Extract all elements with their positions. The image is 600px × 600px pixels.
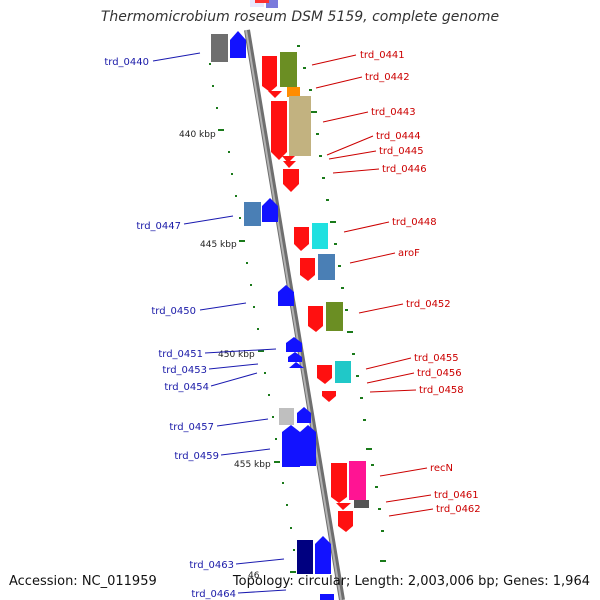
scale-label-445: 445 kbp xyxy=(200,240,237,250)
gene-trd-0452-block[interactable] xyxy=(326,302,343,331)
label-arof[interactable]: aroF xyxy=(398,248,420,259)
label-trd-0459[interactable]: trd_0459 xyxy=(174,451,219,462)
gene-trd-0446-arrow[interactable] xyxy=(283,169,299,192)
label-trd-0453[interactable]: trd_0453 xyxy=(162,365,207,376)
gene-trd-0461-block[interactable] xyxy=(354,500,369,508)
scale-label-440: 440 kbp xyxy=(179,130,216,140)
gene-trd-0440-arrow[interactable] xyxy=(230,31,246,58)
label-trd-0448[interactable]: trd_0448 xyxy=(392,217,437,228)
label-trd-0463[interactable]: trd_0463 xyxy=(189,560,234,571)
gene-trd-0443-block[interactable] xyxy=(289,96,311,156)
gene-trd-0441-block[interactable] xyxy=(280,52,297,87)
scale-ticks-left xyxy=(209,63,296,573)
topology-text: Topology: circular; Length: 2,003,006 bp… xyxy=(232,574,590,589)
gene-trd-0444-arrow[interactable] xyxy=(282,156,295,163)
gene-shapes-right xyxy=(262,52,369,532)
gene-trd-0450-arrow[interactable] xyxy=(278,285,294,306)
gene-trd-0445-arrow[interactable] xyxy=(283,161,296,168)
gene-trd-0456-block[interactable] xyxy=(335,361,351,383)
gene-trd-0457-block[interactable] xyxy=(279,408,294,425)
label-trd-0455[interactable]: trd_0455 xyxy=(414,353,459,364)
gene-trd-0452-arrow[interactable] xyxy=(308,306,323,332)
gene-trd-0463-block[interactable] xyxy=(297,540,313,574)
gene-trd-0443-arrow[interactable] xyxy=(271,101,287,160)
gene-trd-0459-right[interactable] xyxy=(300,425,316,466)
gene-trd-0440-block[interactable] xyxy=(211,34,228,62)
gene-trd-0463-arrow[interactable] xyxy=(315,536,331,574)
gene-trd-0455-arrow[interactable] xyxy=(317,365,332,384)
label-trd-0446[interactable]: trd_0446 xyxy=(382,164,427,175)
accession-text: Accession: NC_011959 xyxy=(9,574,157,589)
right-callout-lines xyxy=(311,54,434,517)
label-recn[interactable]: recN xyxy=(430,463,453,474)
gene-recn-block[interactable] xyxy=(349,461,366,500)
gene-trd-0448-arrow[interactable] xyxy=(294,227,309,251)
gene-trd-0464-block[interactable] xyxy=(320,594,334,600)
left-gene-labels: trd_0440 trd_0447 trd_0450 trd_0451 trd_… xyxy=(104,57,236,600)
scale-ticks-right xyxy=(297,45,386,562)
label-trd-0462[interactable]: trd_0462 xyxy=(436,504,481,515)
label-trd-0451[interactable]: trd_0451 xyxy=(158,349,203,360)
gene-trd-0453-arrow[interactable] xyxy=(288,352,302,362)
gene-trd-0457-arrow[interactable] xyxy=(297,407,311,423)
gene-trd-0451-arrow[interactable] xyxy=(286,337,302,352)
gene-trd-0447-block[interactable] xyxy=(244,202,261,226)
gene-trd-0448-block[interactable] xyxy=(312,223,328,249)
scale-label-460-partial: 46 xyxy=(248,571,260,581)
genome-title: Thermomicrobium roseum DSM 5159, complet… xyxy=(100,9,500,25)
gene-trd-0459-left[interactable] xyxy=(282,425,300,467)
label-trd-0457[interactable]: trd_0457 xyxy=(169,422,214,433)
gene-recn-arrow[interactable] xyxy=(331,463,347,503)
label-trd-0461[interactable]: trd_0461 xyxy=(434,490,479,501)
label-trd-0456[interactable]: trd_0456 xyxy=(417,368,462,379)
genome-backbone xyxy=(244,29,345,600)
gene-trd-0461-arrow[interactable] xyxy=(336,503,351,510)
gene-trd-0454-arrow[interactable] xyxy=(289,362,304,368)
label-trd-0445[interactable]: trd_0445 xyxy=(379,146,424,157)
gene-trd-0458-arrow[interactable] xyxy=(322,391,336,402)
label-trd-0444[interactable]: trd_0444 xyxy=(376,131,421,142)
label-trd-0447[interactable]: trd_0447 xyxy=(136,221,181,232)
label-trd-0440[interactable]: trd_0440 xyxy=(104,57,149,68)
gene-trd-0447-arrow[interactable] xyxy=(262,198,278,222)
label-trd-0441[interactable]: trd_0441 xyxy=(360,50,405,61)
label-trd-0464[interactable]: trd_0464 xyxy=(191,589,236,600)
right-gene-labels: trd_0441 trd_0442 trd_0443 trd_0444 trd_… xyxy=(360,50,481,515)
gene-arof-block[interactable] xyxy=(318,254,335,280)
gene-arof-arrow[interactable] xyxy=(300,258,315,281)
scale-label-455: 455 kbp xyxy=(234,460,271,470)
label-trd-0452[interactable]: trd_0452 xyxy=(406,299,451,310)
gene-shapes-left xyxy=(211,31,334,600)
gene-trd-0442-arrow[interactable] xyxy=(268,91,282,98)
label-trd-0458[interactable]: trd_0458 xyxy=(419,385,464,396)
left-callout-lines xyxy=(152,52,287,594)
gene-trd-0442-block[interactable] xyxy=(287,87,300,97)
label-trd-0450[interactable]: trd_0450 xyxy=(151,306,196,317)
gene-trd-0462-arrow[interactable] xyxy=(338,511,353,532)
scale-label-450: 450 kbp xyxy=(218,350,255,360)
gene-top-partial[interactable] xyxy=(250,0,278,8)
label-trd-0454[interactable]: trd_0454 xyxy=(164,382,209,393)
gene-trd-0441-arrow[interactable] xyxy=(262,56,277,92)
label-trd-0443[interactable]: trd_0443 xyxy=(371,107,416,118)
label-trd-0442[interactable]: trd_0442 xyxy=(365,72,410,83)
